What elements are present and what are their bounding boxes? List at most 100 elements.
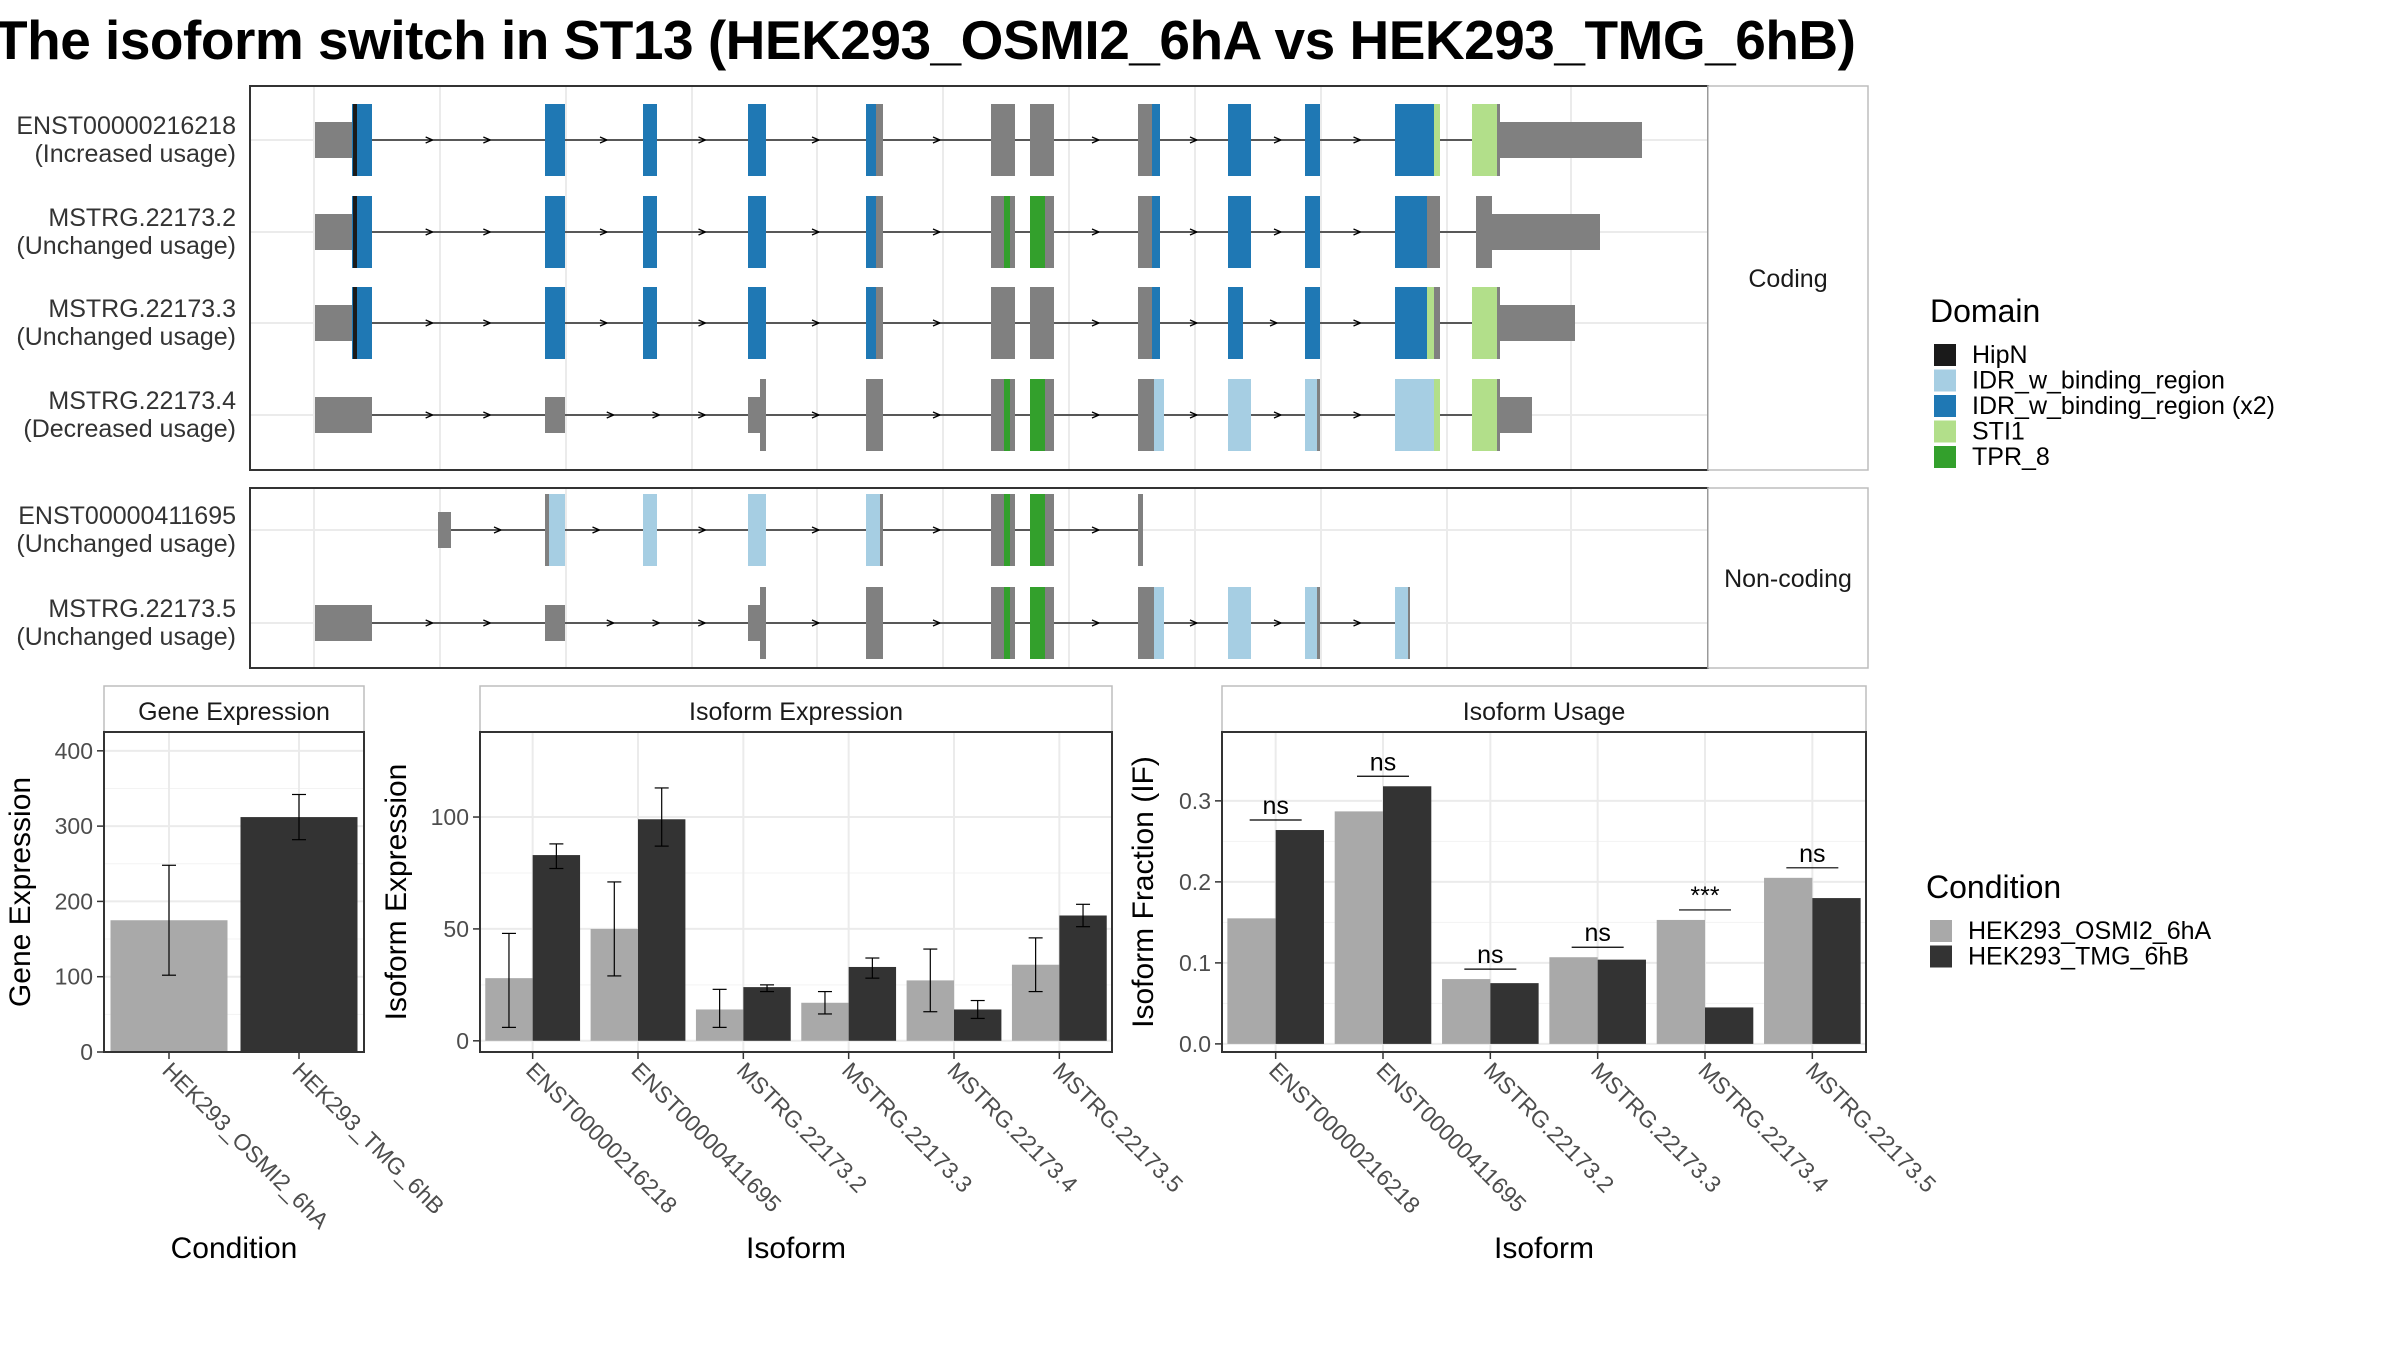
bar (638, 819, 686, 1041)
domain-segment (1030, 379, 1045, 451)
domain-segment (1472, 104, 1497, 176)
intron-direction-arrow (932, 136, 942, 144)
utr-exon (315, 397, 372, 433)
intron-direction-arrow (493, 526, 503, 534)
domain-segment (1228, 196, 1251, 268)
isoform-usage-label: (Decreased usage) (23, 415, 236, 443)
y-axis-title: Isoform Fraction (IF) (1127, 756, 1160, 1028)
domain-segment (1152, 287, 1160, 359)
domain-segment (866, 494, 880, 566)
bar (848, 966, 897, 1041)
intron-direction-arrow (932, 319, 942, 327)
coding-exon (760, 379, 766, 451)
intron-direction-arrow (1273, 411, 1283, 419)
y-tick-label: 400 (55, 738, 93, 764)
intron-direction-arrow (652, 411, 662, 419)
coding-exon (1476, 196, 1492, 268)
intron-direction-arrow (483, 619, 492, 627)
chart-strip (1221, 685, 1867, 733)
domain-segment (549, 494, 565, 566)
domain-segment (748, 287, 766, 359)
x-axis-title: Isoform (746, 1232, 846, 1265)
intron-direction-arrow (483, 136, 492, 144)
bar (1442, 979, 1491, 1044)
coding-exon (760, 587, 766, 659)
bar (1812, 898, 1861, 1044)
bar (1705, 1007, 1754, 1044)
domain-legend: Domain HipNIDR_w_binding_regionIDR_w_bind… (1930, 293, 2275, 471)
y-tick-label: 300 (55, 813, 93, 839)
coding-exon (991, 379, 1015, 451)
isoform-usage-label: (Unchanged usage) (16, 323, 236, 351)
y-tick-label: 200 (55, 888, 93, 914)
domain-segment (866, 104, 876, 176)
chart-title: Isoform Expression (689, 698, 903, 726)
utr-exon (315, 214, 352, 250)
intron-direction-arrow (483, 319, 492, 327)
intron-direction-arrow (599, 136, 609, 144)
domain-segment (643, 104, 657, 176)
intron-direction-arrow (1091, 136, 1101, 144)
domain-segment (1472, 379, 1497, 451)
utr-exon (438, 512, 451, 548)
intron-direction-arrow (811, 411, 821, 419)
domain-segment (1305, 287, 1320, 359)
intron-direction-arrow (1189, 228, 1199, 236)
bar (1597, 959, 1646, 1044)
domain-segment (1395, 587, 1408, 659)
intron-direction-arrow (1091, 411, 1101, 419)
utr-exon (748, 605, 760, 641)
domain-segment (1395, 104, 1434, 176)
domain-segment (1004, 196, 1010, 268)
intron-direction-arrow (811, 319, 821, 327)
domain-segment (1472, 287, 1497, 359)
intron-direction-arrow (1353, 228, 1363, 236)
isoform-usage-label: (Unchanged usage) (16, 623, 236, 651)
y-tick-label: 0 (456, 1028, 469, 1054)
structure-facet-coding: Coding ENST00000216218(Increased usage) MS… (16, 85, 1869, 471)
domain-segment (866, 287, 876, 359)
bar (743, 987, 791, 1041)
intron-direction-arrow (811, 619, 821, 627)
isoform-structure-plot: Coding ENST00000216218(Increased usage) MS… (16, 85, 1869, 669)
isoform-usage-chart: Isoform Usagensnsnsns***ns0.00.10.20.3EN… (1127, 685, 1941, 1265)
intron-direction-arrow (1273, 228, 1283, 236)
domain-segment (866, 196, 876, 268)
domain-segment (1004, 494, 1010, 566)
coding-exon (991, 196, 1015, 268)
domain-segment (643, 494, 657, 566)
domain-legend-title: Domain (1930, 293, 2040, 329)
y-tick-label: 0.2 (1179, 869, 1211, 895)
domain-segment (748, 494, 766, 566)
facet-strip (1707, 487, 1869, 669)
intron-direction-arrow (652, 619, 662, 627)
coding-exon (1030, 104, 1054, 176)
intron-direction-arrow (483, 411, 492, 419)
intron-direction-arrow (599, 228, 609, 236)
utr-exon (315, 305, 352, 341)
intron-direction-arrow (698, 136, 708, 144)
chart-border (1221, 731, 1867, 1053)
intron-direction-arrow (483, 228, 492, 236)
intron-direction-arrow (697, 619, 707, 627)
domain-segment (353, 196, 357, 268)
domain-segment (1395, 287, 1427, 359)
coding-exon (866, 587, 883, 659)
domain-legend-label: TPR_8 (1972, 443, 2050, 471)
domain-segment (1427, 287, 1434, 359)
legends: Domain HipNIDR_w_binding_regionIDR_w_bind… (1926, 293, 2275, 971)
isoform-expression-chart: Isoform Expression050100ENST00000216218E… (380, 685, 1188, 1265)
intron-direction-arrow (1353, 619, 1363, 627)
bar (240, 817, 358, 1052)
isoform-name: MSTRG.22173.4 (48, 387, 236, 415)
coding-exon (545, 494, 550, 566)
chart-border (479, 731, 1113, 1053)
domain-legend-label: IDR_w_binding_region (1972, 367, 2225, 395)
bar (1764, 877, 1813, 1044)
domain-segment (545, 196, 565, 268)
intron-direction-arrow (1189, 619, 1199, 627)
intron-direction-arrow (811, 136, 821, 144)
intron-direction-arrow (425, 319, 435, 327)
domain-legend-label: HipN (1972, 341, 2028, 369)
